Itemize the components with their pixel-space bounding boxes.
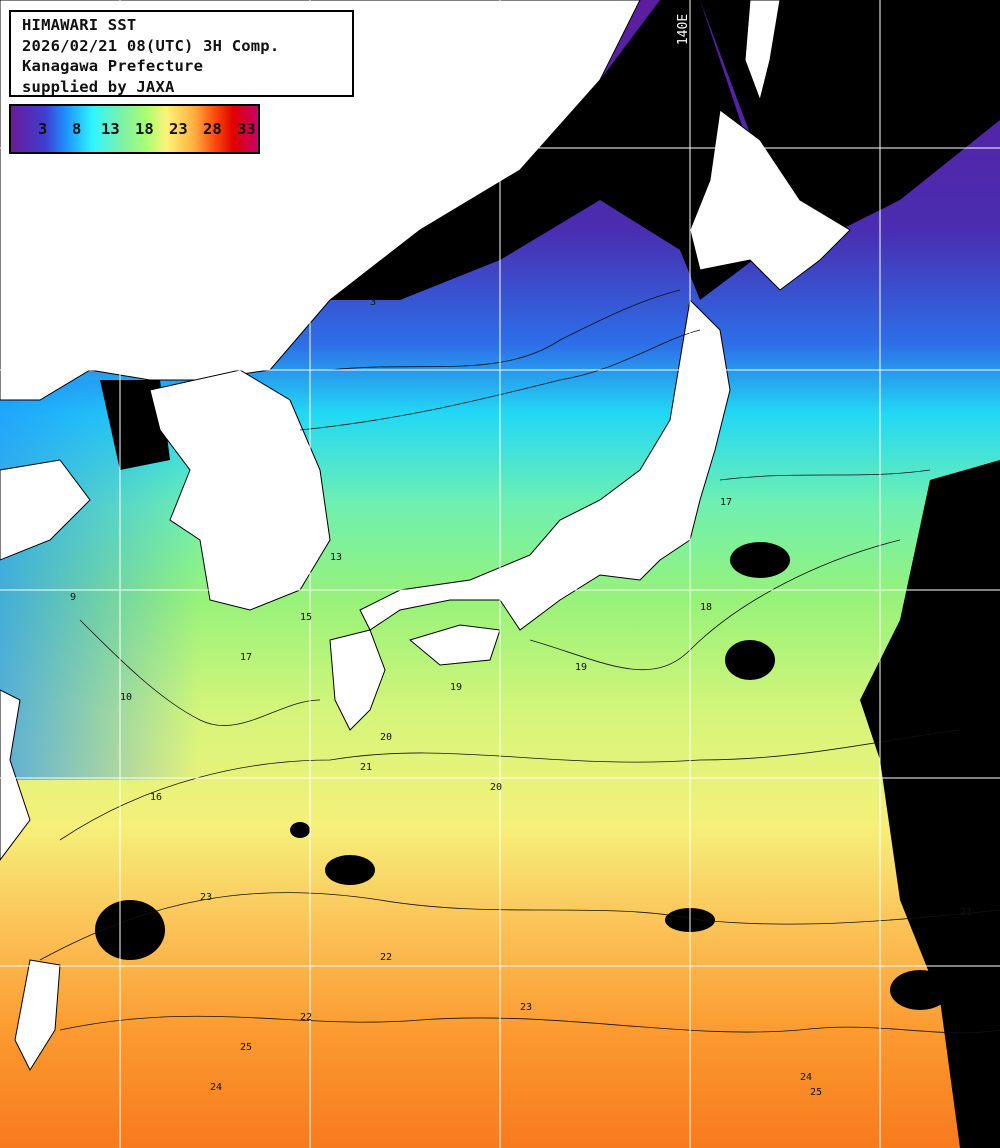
contour-label: 18 <box>700 602 712 613</box>
contour-label: 20 <box>380 732 392 743</box>
land-taiwan <box>14 959 61 1072</box>
isotherm <box>59 1015 1000 1034</box>
isotherm <box>59 729 961 841</box>
colorbar-tick: 23 <box>169 120 188 138</box>
colorbar-tick: 3 <box>38 120 48 138</box>
isotherm <box>79 619 321 726</box>
colorbar-tick: 13 <box>101 120 120 138</box>
cloud-korea-strait <box>100 380 170 470</box>
contour-label-group: 3 9 10 13 15 16 17 17 18 19 19 20 20 21 21 22 22 23 23 24 24… <box>70 297 972 1098</box>
title-box: HIMAWARI SST 2026/02/21 08(UTC) 3H Comp.… <box>9 10 354 97</box>
contour-label: 19 <box>450 682 462 693</box>
isotherm <box>39 892 1000 961</box>
contour-label: 15 <box>300 612 312 623</box>
contour-label: 16 <box>150 792 162 803</box>
contour-label: 23 <box>520 1002 532 1013</box>
land-honshu <box>359 298 731 631</box>
latitude-label: 40N <box>10 354 34 369</box>
land <box>0 0 851 1072</box>
isotherm-contours <box>39 289 1000 1034</box>
cloud-east-pacific <box>860 460 1000 1148</box>
cloud-patch <box>890 970 950 1010</box>
isotherm <box>719 469 931 481</box>
contour-label: 13 <box>330 552 342 563</box>
credit-line: supplied by JAXA <box>22 77 175 96</box>
contour-label: 21 <box>960 907 972 918</box>
contour-label: 17 <box>720 497 732 508</box>
land-sakhalin <box>744 0 781 102</box>
contour-label: 3 <box>370 297 376 308</box>
organization-line: Kanagawa Prefecture <box>22 57 204 75</box>
cloud-patch <box>325 855 375 885</box>
contour-label: 10 <box>120 692 132 703</box>
datetime-line: 2026/02/21 08(UTC) 3H Comp. <box>22 36 280 55</box>
contour-label: 21 <box>360 762 372 773</box>
contour-label: 22 <box>380 952 392 963</box>
colorbar-tick: 18 <box>135 120 154 138</box>
temperature-colorbar: 3 8 13 18 23 28 33 <box>9 104 260 154</box>
cloud-patch <box>725 640 775 680</box>
contour-label: 25 <box>810 1087 822 1098</box>
contour-label: 22 <box>300 1012 312 1023</box>
contour-label: 19 <box>575 662 587 673</box>
cloud-patch <box>730 542 790 578</box>
longitude-label: 140E <box>676 13 692 46</box>
cloud-patch <box>95 900 165 960</box>
cloud-north-russia <box>330 0 780 300</box>
contour-label: 24 <box>210 1082 222 1093</box>
contour-label: 24 <box>800 1072 812 1083</box>
colorbar-tick: 28 <box>203 120 222 138</box>
contour-label: 25 <box>240 1042 252 1053</box>
isotherm <box>329 289 681 371</box>
land-korea <box>149 369 331 611</box>
contour-label: 20 <box>490 782 502 793</box>
title-line: HIMAWARI SST <box>22 16 137 34</box>
land-china-coast <box>0 459 91 561</box>
land-hokkaido <box>689 109 851 291</box>
colorbar-tick: 8 <box>72 120 82 138</box>
land-kyushu <box>329 629 386 731</box>
cloud-patch <box>290 822 310 838</box>
isotherm <box>299 329 701 431</box>
land-shikoku <box>408 624 501 666</box>
contour-label: 23 <box>200 892 212 903</box>
land-china-south <box>0 689 31 861</box>
contour-label: 17 <box>240 652 252 663</box>
contour-label: 9 <box>70 592 76 603</box>
colorbar-tick: 33 <box>237 120 256 138</box>
